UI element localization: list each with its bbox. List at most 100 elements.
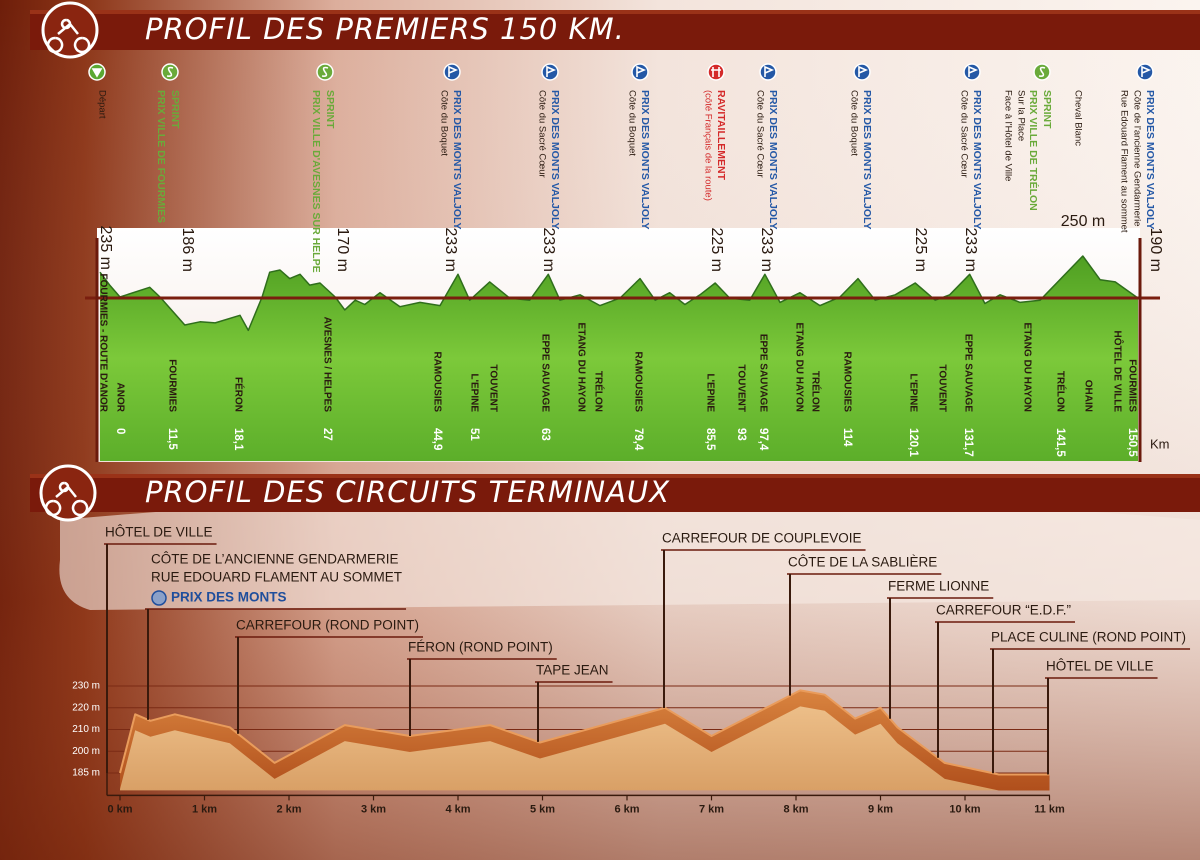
marker-heading: PRIX DES MONTS VALJOLY	[767, 90, 779, 229]
place-km: 85,5	[704, 428, 716, 451]
marker-glyph	[546, 65, 557, 77]
x-tick-label: 9 km	[868, 803, 893, 815]
marker-glyph	[1038, 66, 1046, 77]
x-unit: Km	[1150, 436, 1170, 451]
marker-heading: PRIX DES MONTS VALJOLY	[1144, 90, 1156, 229]
annotation-text: FÉRON (ROND POINT)	[408, 640, 553, 655]
x-tick-label: 10 km	[949, 803, 980, 815]
elevation-label: 233 m	[540, 228, 557, 272]
annotation-text: CARREFOUR DE COUPLEVOIE	[662, 531, 862, 546]
annotation-text: CÔTE DE L’ANCIENNE GENDARMERIE	[151, 552, 399, 567]
marker-glyph	[166, 66, 174, 77]
y-tick-label: 200 m	[72, 746, 100, 757]
elevation-label: 250 m	[1061, 213, 1105, 230]
place-name: EPPE SAUVAGE	[962, 334, 973, 412]
marker-glyph	[711, 67, 721, 77]
marker-text: Côte du Sacré Cœur	[536, 90, 547, 178]
elevation-label: 233 m	[442, 228, 459, 272]
marker-heading: PRIX DES MONTS VALJOLY	[549, 90, 561, 229]
place-name: TOUVENT	[936, 364, 947, 412]
marker-heading: PRIX DES MONTS VALJOLY	[971, 90, 983, 229]
place-km: 120,1	[907, 428, 919, 457]
annotation-text: FERME LIONNE	[888, 579, 989, 594]
place-name: TRÉLON	[592, 371, 605, 412]
elevation-label: 233 m	[962, 228, 979, 272]
place-km: 63	[539, 428, 551, 441]
elevation-label: 225 m	[708, 228, 725, 272]
place-km: 27	[321, 428, 333, 441]
place-km: 79,4	[632, 428, 644, 451]
marker-heading: PRIX VILLE D'AVESNES SUR HELPE	[310, 90, 322, 273]
marker-text: Départ	[96, 90, 107, 119]
marker-glyph	[636, 65, 647, 77]
place-name: ETANG DU HAYON	[575, 323, 586, 412]
y-tick-label: 230 m	[72, 681, 100, 692]
y-tick-label: 185 m	[72, 768, 100, 779]
x-tick-label: 7 km	[699, 803, 724, 815]
place-name: L'EPINE	[907, 374, 918, 413]
marker-text: Rue Edouard Flament au sommet	[1118, 90, 1129, 233]
marker-glyph	[321, 66, 329, 77]
place-name: ANOR	[114, 383, 125, 413]
marker-heading: RAVITAILLEMENT	[715, 90, 727, 181]
x-tick-label: 11 km	[1034, 803, 1065, 815]
place-name: FÉRON	[232, 377, 245, 412]
elevation-label: 225 m	[912, 228, 929, 272]
profile-band	[120, 690, 1050, 791]
x-tick-label: 2 km	[276, 803, 301, 815]
place-name: OHAIN	[1082, 380, 1093, 412]
marker-glyph	[764, 65, 775, 77]
elevation-label: 233 m	[758, 228, 775, 272]
header-bar	[30, 10, 1200, 50]
annotation-text: TAPE JEAN	[536, 663, 609, 678]
marker-heading: SPRINT	[324, 90, 336, 129]
chart-title: PROFIL DES PREMIERS 150 KM.	[145, 12, 625, 46]
place-name: HÔTEL DE VILLE	[1111, 331, 1124, 413]
annotation-text: RUE EDOUARD FLAMENT AU SOMMET	[151, 570, 402, 585]
marker-heading: PRIX DES MONTS VALJOLY	[639, 90, 651, 229]
place-km: 114	[841, 428, 853, 447]
marker-text: Côte du Boquet	[438, 90, 449, 156]
logo	[39, 464, 97, 522]
profile-line	[119, 689, 1050, 776]
place-name: AVESNES / HELPES	[321, 317, 332, 413]
elevation-label: 190 m	[1147, 228, 1164, 272]
annotation-text: CÔTE DE LA SABLIÈRE	[788, 555, 937, 570]
place-name: L'EPINE	[704, 374, 715, 413]
place-name: TRÉLON	[809, 371, 822, 412]
badge-icon	[151, 590, 167, 606]
marker-text: Côte du Boquet	[626, 90, 637, 156]
place-name: ETANG DU HAYON	[793, 323, 804, 412]
place-name: RAMOUSIES	[841, 351, 852, 412]
place-name: RAMOUSIES	[431, 351, 442, 412]
marker-glyph	[91, 68, 103, 78]
marker-heading: PRIX VILLE DE TRÉLON	[1027, 90, 1040, 211]
annotation-text: CARREFOUR “E.D.F.”	[936, 603, 1071, 618]
profile-area	[100, 256, 1138, 461]
marker-heading: PRIX DES MONTS VALJOLY	[861, 90, 873, 229]
elevation-label: 170 m	[334, 228, 351, 272]
marker-heading: SPRINT	[169, 90, 181, 129]
marker-text: Côte de l'ancienne Gendarmerie	[1131, 90, 1142, 226]
place-name: TOUVENT	[487, 364, 498, 412]
marker-text: Face à l'Hôtel de Ville	[1002, 90, 1013, 181]
elevation-label: 186 m	[179, 228, 196, 272]
x-tick-label: 5 km	[530, 803, 555, 815]
place-name: EPPE SAUVAGE	[757, 334, 768, 412]
place-km: 97,4	[757, 428, 769, 451]
elevation-label: 235 m	[97, 226, 114, 270]
logo	[41, 1, 99, 59]
marker-text: Côte du Sacré Cœur	[958, 90, 969, 178]
marker-glyph	[448, 65, 459, 77]
place-name: L'EPINE	[468, 374, 479, 413]
annotation-text: PLACE CULINE (ROND POINT)	[991, 630, 1186, 645]
swoosh	[59, 495, 1200, 610]
place-name: RAMOUSIES	[632, 351, 643, 412]
badge-text: PRIX DES MONTS	[171, 590, 287, 605]
x-tick-label: 3 km	[361, 803, 386, 815]
place-name: FOURMIES	[1126, 359, 1137, 412]
x-tick-label: 8 km	[783, 803, 808, 815]
x-tick-label: 1 km	[192, 803, 217, 815]
